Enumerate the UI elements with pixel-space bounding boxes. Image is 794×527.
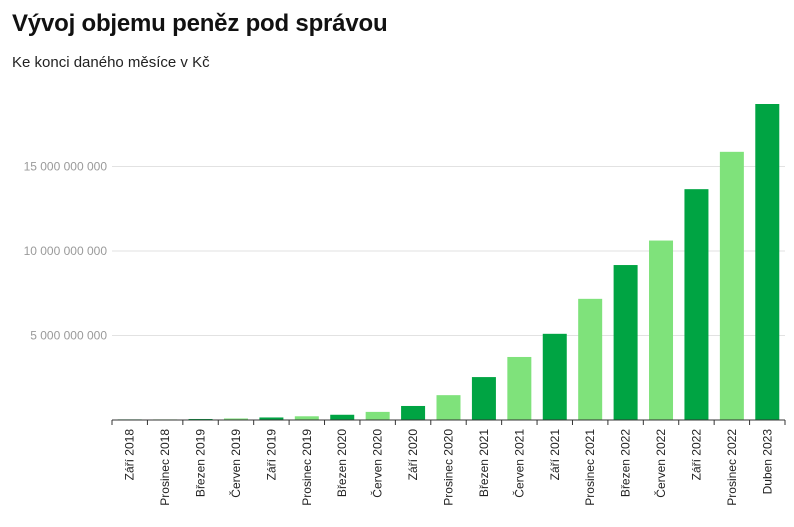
chart-title: Vývoj objemu peněz pod správou <box>12 10 388 37</box>
x-tick-label: Červen 2022 <box>653 429 668 498</box>
x-tick-label: Září 2019 <box>264 429 278 481</box>
bar <box>649 240 674 420</box>
gridlines <box>112 166 785 337</box>
x-tick-label: Září 2021 <box>548 429 562 481</box>
x-tick-label: Prosinec 2020 <box>442 429 456 506</box>
bar <box>542 333 567 420</box>
y-tick-label: 15 000 000 000 <box>24 160 108 174</box>
y-axis-ticks: 5 000 000 000 10 000 000 000 15 000 000 00… <box>24 160 108 343</box>
x-tick-label: Prosinec 2019 <box>300 429 314 506</box>
x-tick-label: Duben 2023 <box>760 429 774 495</box>
x-tick-label: Březen 2019 <box>194 429 208 497</box>
x-tick-label: Červen 2019 <box>228 429 243 498</box>
x-axis-ticks: Září 2018 Prosinec 2018 Březen 2019 Červen … <box>111 420 786 506</box>
x-tick-label: Červen 2021 <box>511 429 526 498</box>
bar <box>507 356 532 420</box>
x-tick-label: Prosinec 2021 <box>583 429 597 506</box>
x-tick-label: Září 2018 <box>123 429 137 481</box>
y-tick-label: 10 000 000 000 <box>24 244 108 258</box>
bars <box>117 104 780 421</box>
bar <box>401 405 426 420</box>
bar <box>436 395 461 420</box>
x-tick-label: Září 2020 <box>406 429 420 481</box>
x-tick-label: Březen 2022 <box>619 429 633 497</box>
bar <box>755 104 780 420</box>
x-tick-label: Březen 2021 <box>477 429 491 497</box>
x-tick-label: Prosinec 2018 <box>158 429 172 506</box>
bar <box>259 417 284 420</box>
bar <box>330 414 355 420</box>
bar <box>188 418 213 420</box>
x-tick-label: Září 2022 <box>689 429 703 481</box>
bar <box>684 189 709 420</box>
bar <box>294 416 319 420</box>
bar <box>613 265 638 420</box>
bar <box>471 377 496 420</box>
x-tick-label: Březen 2020 <box>335 429 349 497</box>
bar <box>365 411 390 420</box>
x-tick-label: Červen 2020 <box>370 429 385 498</box>
chart-subtitle: Ke konci daného měsíce v Kč <box>12 54 210 71</box>
x-tick-label: Prosinec 2022 <box>725 429 739 506</box>
bar <box>578 298 603 420</box>
y-tick-label: 5 000 000 000 <box>30 329 107 343</box>
bar <box>223 418 248 420</box>
bar <box>719 151 744 421</box>
